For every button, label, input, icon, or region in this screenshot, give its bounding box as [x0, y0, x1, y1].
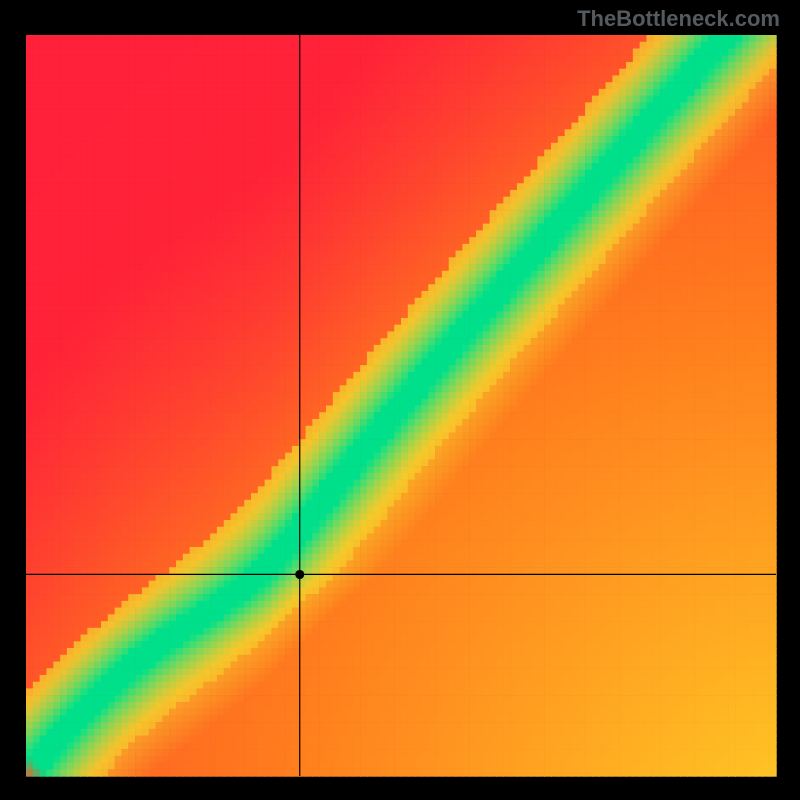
chart-stage: TheBottleneck.com: [0, 0, 800, 800]
bottleneck-heatmap-canvas: [0, 0, 800, 800]
source-watermark: TheBottleneck.com: [577, 6, 780, 32]
